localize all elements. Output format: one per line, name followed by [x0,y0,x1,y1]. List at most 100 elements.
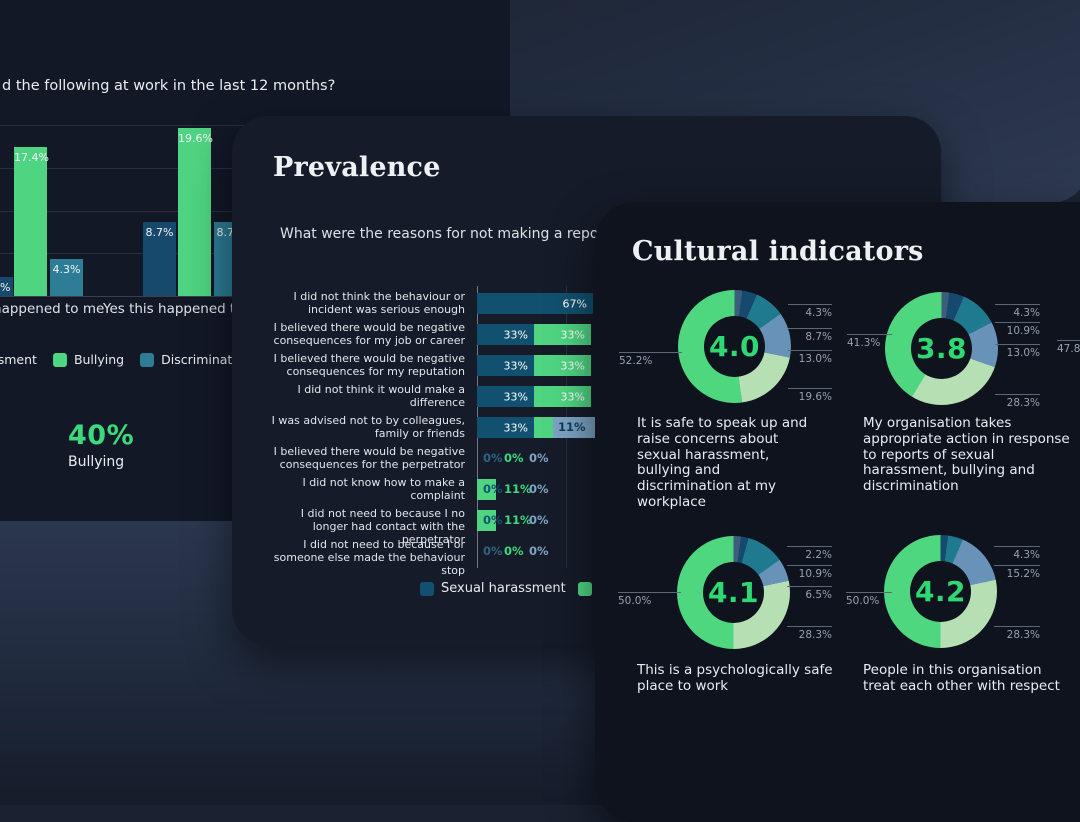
row-label: I did not need to because I no longer ha… [300,507,465,546]
legend-label: Sexual harassment [0,352,37,367]
bar-value-label: 19.6% [178,132,213,145]
legend-swatch [420,581,434,596]
donut-score: 4.1 [707,576,760,609]
value-annotation: 0% [529,513,549,527]
row-label: I believed there would be negative conse… [273,321,465,347]
segment-label: 13.0% [788,350,832,365]
segment-label: 50.0% [618,592,681,607]
bar-bullying [477,510,496,531]
value-annotation: 0% [529,451,549,465]
donut-hole: 4.2 [910,561,971,622]
segment-label: 28.3% [787,626,832,641]
bar-value-label: 33% [560,328,585,341]
row-label: I believed there would be negative conse… [273,445,465,471]
legend-item: Sexual harassment [0,352,37,367]
value-annotation: 0% [529,544,549,558]
bar-bullying [534,417,553,438]
value-annotation: 0% [504,544,524,558]
segment-label: 13.0% [995,344,1040,359]
segment-label: 10.9% [995,322,1040,337]
segment-label: 50.0% [846,592,892,607]
segment-label: 8.7% [788,328,832,343]
bar-value-label: 33% [503,359,528,372]
value-annotation: 0% [529,482,549,496]
value-annotation: 11% [504,513,532,527]
legend-label: Bullying [73,352,125,367]
cultural-indicators-card: Cultural indicators 4.0 4.3% 8.7% 13.0% 19.6… [595,202,1080,822]
stat-value: 40% [68,420,135,451]
indicator-caption: This is a psychologically safe place to … [637,662,833,694]
row-label: I was advised not to by colleagues, fami… [271,414,465,440]
bar-bullying: 33% [534,324,591,345]
legend-label: Discrimination [161,352,252,367]
row-label: I did not think the behaviour or inciden… [293,290,466,316]
stat-label: Bullying [68,454,125,470]
bar-sexual_harassment: 33% [477,417,534,438]
legend-swatch [52,352,67,367]
legend-swatch [140,352,155,367]
segment-label: 28.3% [995,394,1040,409]
segment-label: 10.9% [787,565,832,580]
segment-label: 19.6% [788,388,832,403]
chart-question: What were the reasons for not making a r… [280,226,618,242]
bar-value-label: 4.3% [52,263,81,276]
bar-sexual_harassment: 67% [477,293,593,314]
bar-value-label: 33% [503,328,528,341]
chart-question: d the following at work in the last 12 m… [2,78,336,94]
segment-label: 52.2% [619,352,682,367]
bar-value-label: 33% [560,359,585,372]
card-title: Cultural indicators [632,236,924,267]
bar-value-label: 33% [560,390,585,403]
bar-discrimination: 4.3% [50,259,83,296]
bar-value-label: 8.7% [145,226,174,239]
offscreen-donut-label: 47.8% [1057,340,1080,355]
stat-block: 40% Bullying [68,420,134,470]
bar-sexual_harassment: 33% [477,355,534,376]
donut-hole: 3.8 [911,318,972,379]
segment-label: 41.3% [847,334,892,349]
legend-item: Bullying [52,352,125,367]
segment-label: 6.5% [787,586,832,601]
row-label: I did not know how to make a complaint [302,476,465,502]
value-annotation: 0% [483,513,503,527]
donut-score: 3.8 [915,332,968,365]
bar-bullying: 33% [534,386,591,407]
segment-label: 4.3% [995,304,1040,319]
donut-hole: 4.1 [703,562,764,623]
value-annotation: 0% [483,451,503,465]
bar-value-label: 33% [503,421,528,434]
bar-bullying: 19.6% [178,128,213,296]
segment-label: 4.3% [994,546,1040,561]
donut-hole: 4.0 [704,316,765,377]
donut-chart: 3.8 [885,292,998,405]
bar-sexual_harassment: 33% [477,386,534,407]
donut-chart: 4.1 [677,536,790,649]
segment-label: 28.3% [994,626,1040,641]
donut-score: 4.2 [914,575,967,608]
segment-label: 15.2% [994,565,1040,580]
segment-label: 2.2% [787,546,832,561]
bar-value-label: 17.4% [14,151,49,164]
donut-chart: 4.0 [678,290,791,403]
bar-bullying: 33% [534,355,591,376]
indicator-caption: It is safe to speak up and raise concern… [637,415,808,510]
donut-chart: 4.2 [884,535,997,648]
donut-score: 4.0 [708,330,761,363]
value-annotation: 0% [483,482,503,496]
bar-bullying [477,479,496,500]
bar-sexual_harassment: 2.2% [0,277,13,296]
card-title: Prevalence [273,152,441,183]
chart-legend: Sexual harassment Bullying Discrimination [0,352,251,367]
indicator-caption: My organisation takes appropriate action… [863,415,1070,495]
value-annotation: 11% [558,420,586,434]
row-label: I believed there would be negative conse… [273,352,465,378]
indicator-caption: People in this organisation treat each o… [863,662,1060,694]
legend-item: Sexual harassment [420,581,566,596]
legend-swatch [577,581,592,596]
bar-bullying: 17.4% [14,147,49,296]
bar-sexual_harassment: 33% [477,324,534,345]
row-label: I did not need to because I or someone e… [273,538,465,577]
bar-sexual_harassment: 8.7% [143,222,176,296]
value-annotation: 0% [483,544,503,558]
bar-value-label: 67% [562,297,587,310]
